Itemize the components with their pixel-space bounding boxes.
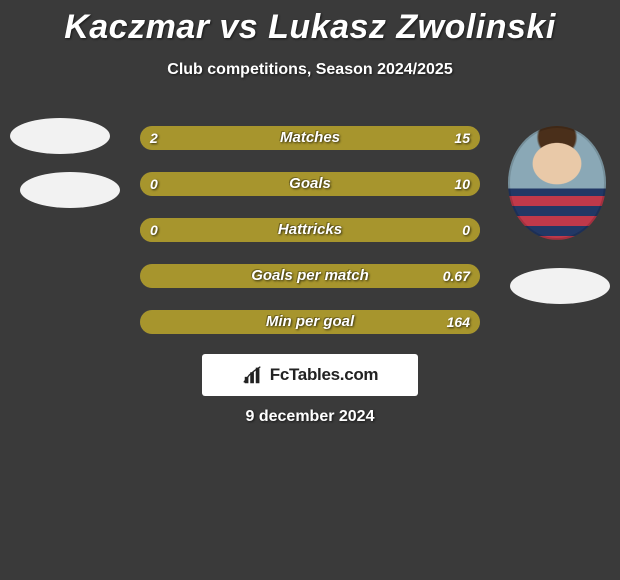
stat-bar-right (140, 264, 480, 288)
stat-bar-left (140, 126, 181, 150)
subtitle: Club competitions, Season 2024/2025 (0, 61, 620, 79)
stat-bar-right (140, 172, 480, 196)
player-right-avatar (508, 126, 606, 240)
stats-bars: Matches215 Goals010 Hattricks00 Goals per m… (140, 126, 480, 356)
stat-bar-right (310, 218, 480, 242)
date-text: 9 december 2024 (0, 408, 620, 426)
player-left-avatar-placeholder (10, 118, 110, 154)
stat-bar-right (140, 310, 480, 334)
branding-badge: FcTables.com (202, 354, 418, 396)
stat-row: Min per goal164 (140, 310, 480, 334)
stat-bar-left (140, 218, 310, 242)
stat-bar-right (181, 126, 480, 150)
player-right-avatar-placeholder (510, 268, 610, 304)
player-left-avatar-placeholder-2 (20, 172, 120, 208)
page-title: Kaczmar vs Lukasz Zwolinski (0, 0, 620, 47)
stat-row: Hattricks00 (140, 218, 480, 242)
stat-row: Goals010 (140, 172, 480, 196)
branding-text: FcTables.com (270, 365, 379, 385)
stat-row: Matches215 (140, 126, 480, 150)
stat-row: Goals per match0.67 (140, 264, 480, 288)
bar-chart-icon (242, 364, 264, 386)
